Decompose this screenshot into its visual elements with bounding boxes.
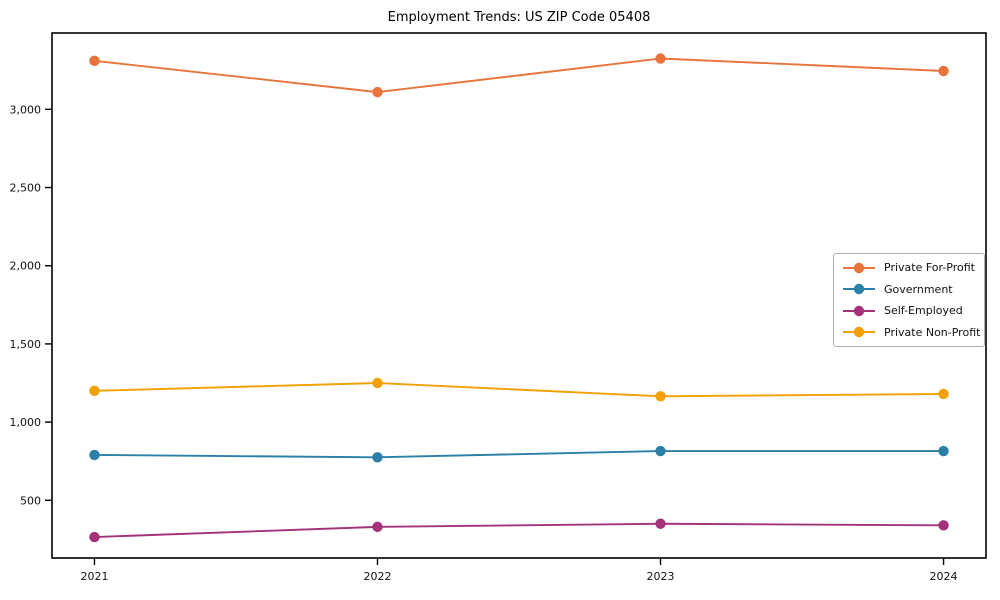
data-point-self-employed	[655, 518, 666, 529]
x-axis-tick-label: 2021	[80, 570, 108, 583]
data-point-private-non-profit	[938, 388, 949, 400]
plot-border	[51, 32, 987, 559]
y-axis-tick-label: 3,000	[10, 103, 42, 116]
data-point-private-for-profit	[655, 53, 666, 64]
data-point-private-non-profit	[89, 385, 100, 397]
series-line-self-employed	[94, 522, 944, 538]
data-point-private-for-profit	[938, 65, 949, 77]
data-point-self-employed	[938, 520, 949, 531]
legend-item: Private For-Profit	[841, 258, 980, 278]
data-point-government	[655, 445, 666, 457]
legend-line-marker-icon	[843, 283, 875, 295]
legend-label: Private Non-Profit	[884, 325, 981, 339]
series-line-private-for-profit	[94, 57, 944, 94]
y-axis-tick-label: 2,000	[10, 260, 42, 273]
legend-line-marker-icon	[843, 305, 875, 316]
legend: Private For-Profit Government Self-Emplo…	[833, 253, 985, 347]
legend-item: Private Non-Profit	[841, 322, 980, 342]
data-point-government	[372, 452, 383, 463]
y-axis-tick-label: 2,500	[10, 182, 42, 195]
legend-item: Self-Employed	[841, 301, 980, 321]
x-axis-tick-label: 2024	[930, 570, 958, 583]
y-axis-tick-label: 1,500	[10, 338, 42, 351]
legend-line-marker-icon	[843, 327, 875, 338]
data-point-private-non-profit	[655, 391, 666, 402]
chart-title: Employment Trends: US ZIP Code 05408	[387, 10, 651, 25]
data-point-private-non-profit	[372, 377, 383, 389]
legend-item: Government	[841, 279, 980, 299]
y-axis-tick-label: 1,000	[10, 416, 42, 429]
data-point-government	[938, 445, 949, 457]
legend-label: Government	[884, 282, 953, 296]
y-axis-tick-label: 500	[20, 494, 41, 507]
x-axis-tick-label: 2023	[647, 570, 675, 583]
data-point-government	[89, 449, 100, 461]
x-axis-tick-label: 2022	[363, 570, 391, 583]
legend-line-marker-icon	[843, 262, 875, 273]
legend-label: Self-Employed	[884, 304, 963, 318]
data-point-self-employed	[372, 521, 383, 533]
data-point-private-for-profit	[89, 55, 100, 67]
series-line-private-non-profit	[94, 382, 944, 398]
data-point-self-employed	[89, 531, 100, 543]
series-line-government	[94, 450, 944, 459]
legend-label: Private For-Profit	[884, 261, 975, 275]
data-point-private-for-profit	[372, 86, 383, 98]
